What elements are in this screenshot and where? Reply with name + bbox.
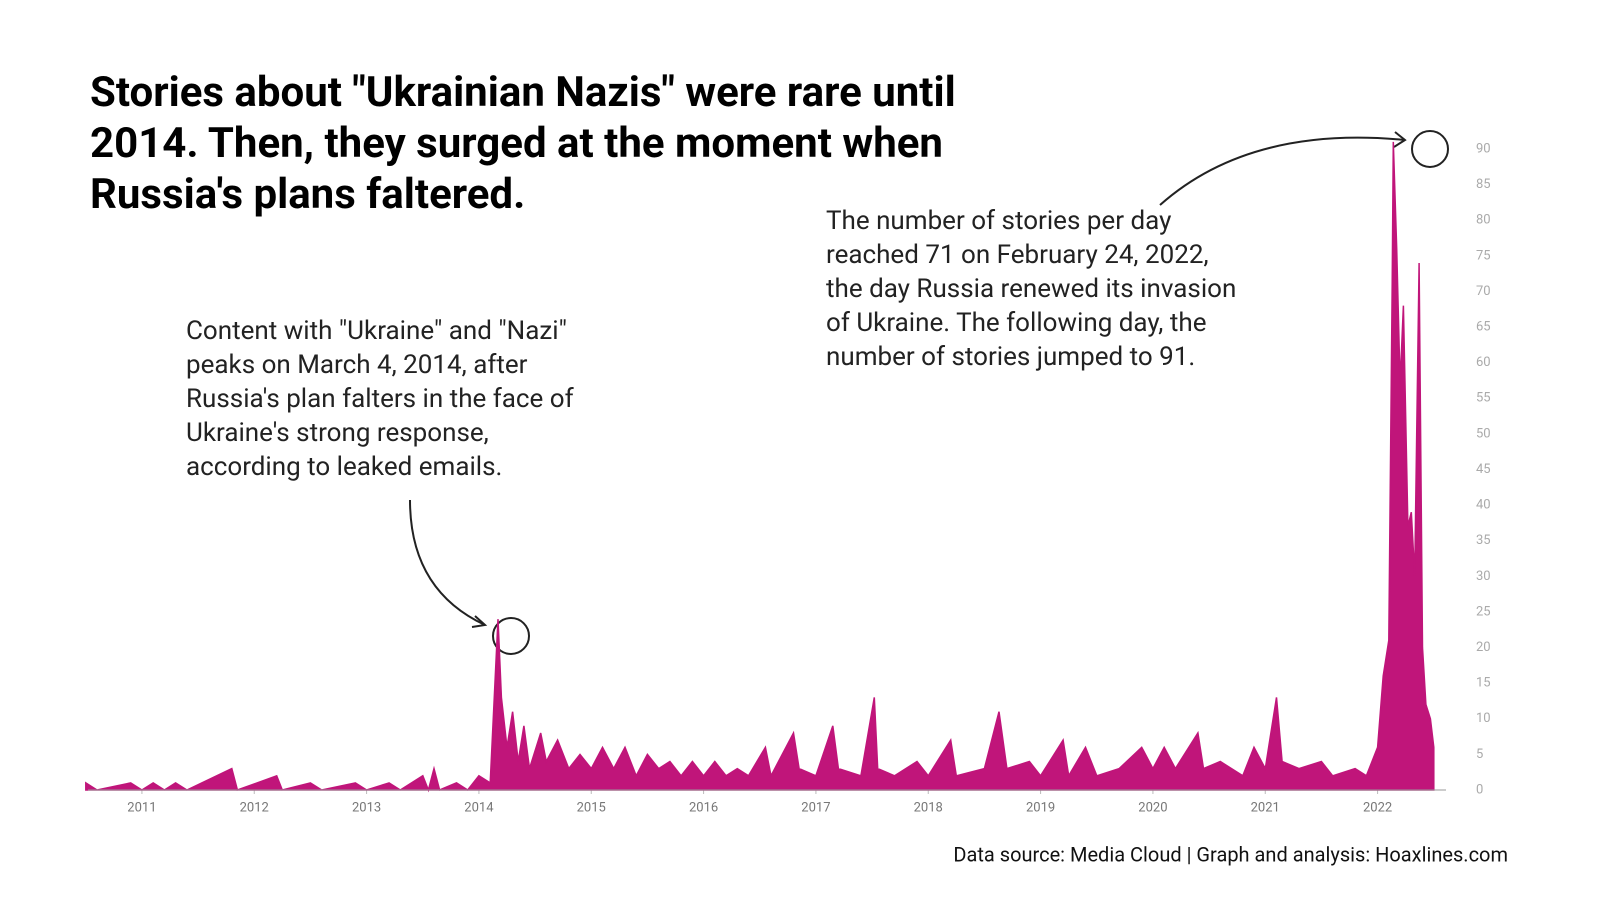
arrow-head bbox=[1393, 131, 1407, 148]
y-tick-label: 0 bbox=[1476, 782, 1483, 797]
annotation: Ukraine's strong response, bbox=[186, 418, 489, 448]
y-tick-label: 50 bbox=[1476, 426, 1491, 441]
area bbox=[85, 141, 1435, 793]
y-tick-label: 55 bbox=[1476, 391, 1491, 406]
x-tick-label: 2011 bbox=[127, 800, 156, 815]
arrow bbox=[1159, 136, 1406, 206]
annotation: number of stories jumped to 91. bbox=[826, 342, 1195, 372]
annotation: Content with "Ukraine" and "Nazi" bbox=[186, 316, 567, 346]
y-tick-label: 70 bbox=[1476, 284, 1491, 299]
y-tick-label: 85 bbox=[1476, 177, 1491, 192]
annotation: according to leaked emails. bbox=[186, 452, 502, 482]
annotation: Russia's plan falters in the face of bbox=[186, 384, 575, 414]
y-tick-label: 90 bbox=[1476, 141, 1491, 156]
x-tick-label: 2019 bbox=[1026, 800, 1055, 815]
y-tick-label: 65 bbox=[1476, 319, 1491, 334]
y-tick-label: 15 bbox=[1476, 676, 1491, 691]
arrow bbox=[409, 499, 486, 626]
y-tick-label: 60 bbox=[1476, 355, 1491, 370]
annotation: the day Russia renewed its invasion bbox=[826, 274, 1236, 304]
y-tick-label: 30 bbox=[1476, 569, 1491, 584]
highlight-circle bbox=[1411, 130, 1449, 168]
arrow-head bbox=[471, 615, 488, 628]
annotation: reached 71 on February 24, 2022, bbox=[826, 240, 1209, 270]
y-tick-label: 75 bbox=[1476, 248, 1491, 263]
x-tick-label: 2021 bbox=[1251, 800, 1280, 815]
y-tick-label: 10 bbox=[1476, 711, 1491, 726]
x-tick-label: 2018 bbox=[914, 800, 943, 815]
chart-title: Stories about "Ukrainian Nazis" were rar… bbox=[90, 68, 956, 117]
y-tick-label: 5 bbox=[1476, 747, 1483, 762]
source-note: Data source: Media Cloud | Graph and ana… bbox=[953, 842, 1508, 866]
x-tick-label: 2016 bbox=[689, 800, 718, 815]
y-tick-label: 25 bbox=[1476, 604, 1491, 619]
x-tick-label: 2017 bbox=[801, 800, 830, 815]
chart-title: Russia's plans faltered. bbox=[90, 170, 525, 219]
y-tick-label: 20 bbox=[1476, 640, 1491, 655]
x-tick-label: 2020 bbox=[1138, 800, 1167, 815]
highlight-circle bbox=[492, 617, 530, 655]
y-tick-label: 45 bbox=[1476, 462, 1491, 477]
x-tick-label: 2013 bbox=[352, 800, 381, 815]
annotation: peaks on March 4, 2014, after bbox=[186, 350, 528, 380]
y-tick-label: 80 bbox=[1476, 213, 1491, 228]
x-tick-label: 2022 bbox=[1363, 800, 1392, 815]
chart-title: 2014. Then, they surged at the moment wh… bbox=[90, 119, 943, 168]
x-tick-label: 2012 bbox=[240, 800, 269, 815]
y-tick-label: 35 bbox=[1476, 533, 1491, 548]
x-tick-label: 2014 bbox=[464, 800, 494, 815]
y-tick-label: 40 bbox=[1476, 498, 1491, 513]
x-tick-label: 2015 bbox=[577, 800, 606, 815]
annotation: The number of stories per day bbox=[826, 206, 1171, 236]
annotation: of Ukraine. The following day, the bbox=[826, 308, 1206, 338]
